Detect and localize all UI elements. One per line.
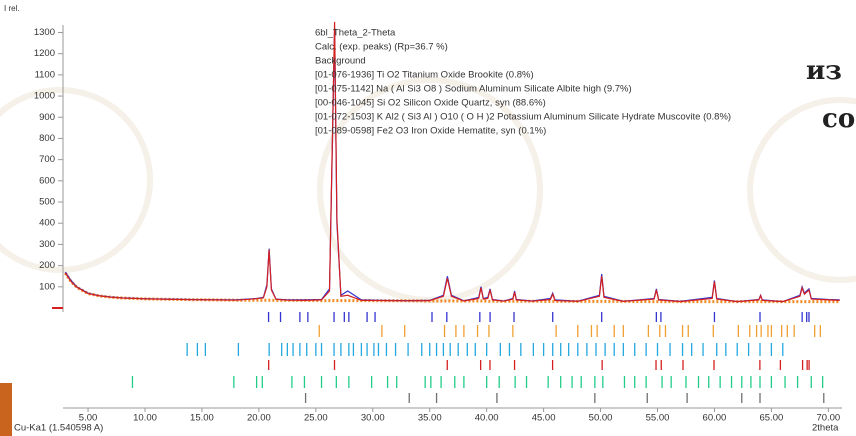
y-tick-label: 900 <box>39 112 55 123</box>
x-tick-label: 50.00 <box>589 413 613 424</box>
legend-entry: Background <box>315 56 366 67</box>
y-tick-label: 1300 <box>34 27 55 38</box>
x-tick-label: 65.00 <box>759 413 783 424</box>
x-tick-label: 10.00 <box>133 413 157 424</box>
legend-entry: [00-046-1045] Si O2 Silicon Oxide Quartz… <box>315 98 546 109</box>
y-tick-label: 100 <box>39 281 55 292</box>
y-tick-label: 600 <box>39 175 55 186</box>
y-tick-label: 1000 <box>34 91 55 102</box>
x-tick-label: 70.00 <box>816 413 840 424</box>
chart: I rel. 2theta Cu-Ka1 (1.540598 A) из со … <box>0 0 856 436</box>
x-tick-label: 45.00 <box>532 413 556 424</box>
x-tick-label: 35.00 <box>418 413 442 424</box>
legend-entry: [01-075-1142] Na ( Al Si3 O8 ) Sodium Al… <box>315 84 632 95</box>
x-tick-label: 15.00 <box>190 413 214 424</box>
y-tick-label: 700 <box>39 154 55 165</box>
radiation-label: Cu-Ka1 (1.540598 A) <box>14 423 103 434</box>
x-tick-label: 20.00 <box>247 413 271 424</box>
x-tick-label: 25.00 <box>304 413 328 424</box>
overlay-text: со <box>822 104 855 134</box>
corner-block <box>0 383 12 436</box>
page: {"chart_data": { "type": "line", "y_labe… <box>0 0 856 436</box>
legend-entry: [01-089-0598] Fe2 O3 Iron Oxide Hematite… <box>315 126 546 137</box>
legend-entry: 6bl_Theta_2-Theta <box>315 28 396 39</box>
legend-entry: [01-072-1503] K Al2 ( Si3 Al ) O10 ( O H… <box>315 112 731 123</box>
y-tick-label: 200 <box>39 260 55 271</box>
x-tick-label: 55.00 <box>646 413 670 424</box>
x-tick-label: 40.00 <box>475 413 499 424</box>
pattern-line <box>65 22 839 302</box>
legend-entry: [01-076-1936] Ti O2 Titanium Oxide Brook… <box>315 70 534 81</box>
y-axis-label: I rel. <box>4 4 20 13</box>
x-axis-label: 2theta <box>812 423 839 434</box>
overlay-text: из <box>806 56 842 86</box>
x-tick-label: 60.00 <box>703 413 727 424</box>
y-tick-label: 800 <box>39 133 55 144</box>
y-tick-label: 500 <box>39 197 55 208</box>
x-tick-label: 5.00 <box>79 413 98 424</box>
x-tick-label: 30.00 <box>361 413 385 424</box>
y-tick-label: 1200 <box>34 48 55 59</box>
y-tick-label: 1100 <box>35 69 55 80</box>
y-tick-label: 300 <box>39 239 55 250</box>
legend-entry: Calc. (exp. peaks) (Rp=36.7 %) <box>315 42 448 53</box>
y-tick-label: 400 <box>39 218 55 229</box>
